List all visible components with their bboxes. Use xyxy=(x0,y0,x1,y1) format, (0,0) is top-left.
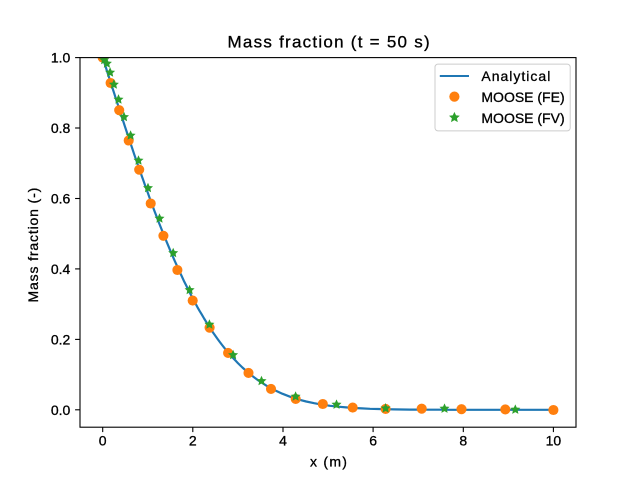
svg-text:Mass fraction (t = 50 s): Mass fraction (t = 50 s) xyxy=(228,33,431,52)
svg-text:0.2: 0.2 xyxy=(51,331,71,347)
svg-text:0: 0 xyxy=(99,433,107,449)
svg-text:MOOSE (FE): MOOSE (FE) xyxy=(481,89,564,105)
svg-text:0.8: 0.8 xyxy=(51,120,71,136)
svg-text:0.0: 0.0 xyxy=(51,402,71,418)
svg-text:8: 8 xyxy=(459,433,467,449)
svg-text:MOOSE (FV): MOOSE (FV) xyxy=(481,110,564,126)
svg-text:x (m): x (m) xyxy=(310,453,348,469)
svg-text:10: 10 xyxy=(546,433,562,449)
svg-text:Mass fraction (-): Mass fraction (-) xyxy=(25,187,41,303)
svg-text:Analytical: Analytical xyxy=(481,68,551,84)
svg-text:4: 4 xyxy=(279,433,287,449)
svg-text:1.0: 1.0 xyxy=(51,50,71,66)
svg-text:0.6: 0.6 xyxy=(51,191,71,207)
svg-text:2: 2 xyxy=(189,433,197,449)
svg-text:0.4: 0.4 xyxy=(51,261,71,277)
svg-text:6: 6 xyxy=(369,433,377,449)
